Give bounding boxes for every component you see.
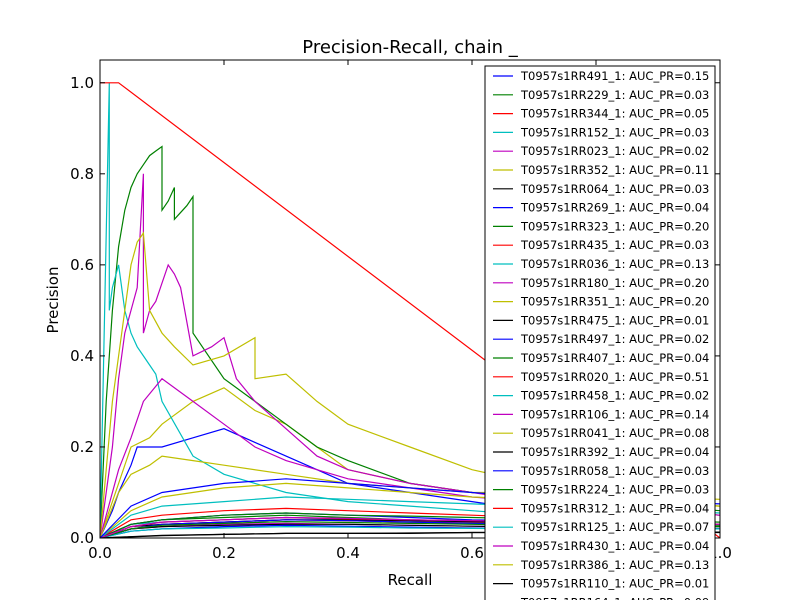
legend-label-12: T0957s1RR351_1: AUC_PR=0.20 [520,295,709,309]
legend-label-25: T0957s1RR430_1: AUC_PR=0.04 [520,539,709,553]
y-tick-label: 0.6 [70,256,94,274]
legend-label-17: T0957s1RR458_1: AUC_PR=0.02 [520,389,709,403]
x-tick-label: 0.6 [460,544,484,562]
legend-label-7: T0957s1RR269_1: AUC_PR=0.04 [520,201,709,215]
legend-label-11: T0957s1RR180_1: AUC_PR=0.20 [520,276,709,290]
legend-label-0: T0957s1RR491_1: AUC_PR=0.15 [520,69,709,83]
y-axis-label: Precision [44,267,62,334]
legend-label-14: T0957s1RR497_1: AUC_PR=0.02 [520,332,709,346]
y-tick-label: 0.2 [70,438,94,456]
legend-label-22: T0957s1RR224_1: AUC_PR=0.03 [520,483,709,497]
y-tick-label: 1.0 [70,74,94,92]
legend-label-26: T0957s1RR386_1: AUC_PR=0.13 [520,558,709,572]
legend-label-18: T0957s1RR106_1: AUC_PR=0.14 [520,407,709,421]
y-tick-label: 0.0 [70,529,94,547]
legend-label-4: T0957s1RR023_1: AUC_PR=0.02 [520,144,709,158]
legend-label-6: T0957s1RR064_1: AUC_PR=0.03 [520,182,709,196]
legend-label-15: T0957s1RR407_1: AUC_PR=0.04 [520,351,709,365]
legend-label-9: T0957s1RR435_1: AUC_PR=0.03 [520,238,709,252]
legend-box [484,65,716,600]
legend-label-1: T0957s1RR229_1: AUC_PR=0.03 [520,88,709,102]
legend-label-2: T0957s1RR344_1: AUC_PR=0.05 [520,107,709,121]
x-tick-label: 0.2 [212,544,236,562]
legend-label-20: T0957s1RR392_1: AUC_PR=0.04 [520,445,709,459]
y-tick-label: 0.4 [70,347,94,365]
legend: T0957s1RR491_1: AUC_PR=0.15 T0957s1RR229_… [484,65,716,600]
legend-label-19: T0957s1RR041_1: AUC_PR=0.08 [520,426,709,440]
series-line-16 [100,82,720,538]
legend-label-27: T0957s1RR110_1: AUC_PR=0.01 [520,577,709,591]
y-tick-label: 0.8 [70,165,94,183]
x-tick-label: 0.0 [88,544,112,562]
series-line-11 [100,173,720,538]
legend-label-3: T0957s1RR152_1: AUC_PR=0.03 [520,125,709,139]
x-axis-label: Recall [388,571,433,589]
legend-label-16: T0957s1RR020_1: AUC_PR=0.51 [520,370,709,384]
plot-frame [99,59,721,539]
legend-label-21: T0957s1RR058_1: AUC_PR=0.03 [520,464,709,478]
chart-title: Precision-Recall, chain _ [302,37,518,58]
legend-label-23: T0957s1RR312_1: AUC_PR=0.04 [520,501,709,515]
legend-label-24: T0957s1RR125_1: AUC_PR=0.07 [520,520,709,534]
legend-label-8: T0957s1RR323_1: AUC_PR=0.20 [520,219,709,233]
legend-label-13: T0957s1RR475_1: AUC_PR=0.01 [520,313,709,327]
legend-label-5: T0957s1RR352_1: AUC_PR=0.11 [520,163,709,177]
legend-label-10: T0957s1RR036_1: AUC_PR=0.13 [520,257,709,271]
x-tick-label: 0.4 [336,544,360,562]
legend-label-28: T0957s1RR164_1: AUC_PR=0.09 [520,595,709,600]
